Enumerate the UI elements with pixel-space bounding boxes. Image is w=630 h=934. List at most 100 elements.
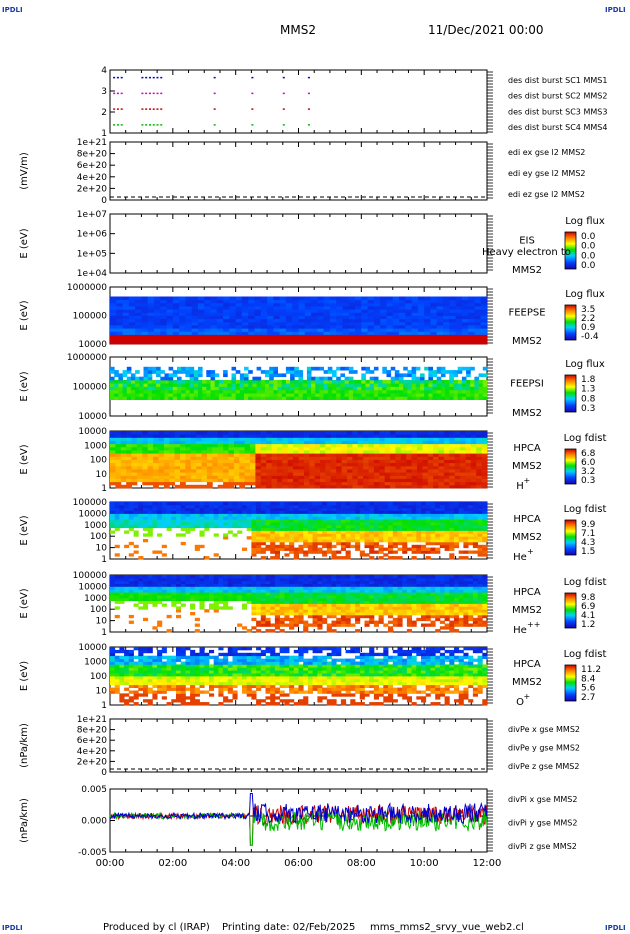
heatmap-cell <box>425 527 431 531</box>
heatmap-cell <box>201 450 208 454</box>
heatmap-cell <box>120 443 127 448</box>
heatmap-cell <box>284 547 290 551</box>
heatmap-cell <box>449 456 456 460</box>
heatmap-cell <box>400 462 407 467</box>
heatmap-cell <box>282 440 289 445</box>
heatmap-cell <box>463 533 469 537</box>
heatmap-cell <box>260 507 266 511</box>
heatmap-cell <box>128 328 136 332</box>
heatmap-cell <box>204 309 211 313</box>
y-tick-label: 1000000 <box>67 353 107 363</box>
heatmap-cell <box>289 504 295 509</box>
heatmap-cell <box>378 522 384 526</box>
heatmap-cell <box>293 450 299 454</box>
heatmap-cell <box>307 547 313 551</box>
heatmap-cell <box>270 556 276 560</box>
heatmap-cell <box>248 309 255 313</box>
heatmap-cell <box>244 481 251 486</box>
heatmap-cell <box>179 321 186 326</box>
heatmap-cell <box>482 550 488 554</box>
heatmap-cell <box>271 484 278 489</box>
heatmap-cell <box>411 306 419 310</box>
heatmap-cell <box>147 366 153 371</box>
burst-mark <box>145 76 148 79</box>
ylabel-eis: E (eV) <box>19 228 30 258</box>
y-tick-label: 0 <box>101 196 107 206</box>
heatmap-cell <box>174 456 181 460</box>
heatmap-cell <box>399 340 406 345</box>
heatmap-cell <box>363 450 369 454</box>
heatmap-cell <box>422 431 429 435</box>
heatmap-cell <box>189 370 195 374</box>
heatmap-cell <box>304 306 312 310</box>
heatmap-cell <box>477 530 483 534</box>
heatmap-cell <box>411 440 418 445</box>
heatmap-cell <box>415 396 421 400</box>
heatmap-cell <box>369 386 375 391</box>
heatmap-cell <box>233 465 240 470</box>
heatmap-cell <box>292 340 299 345</box>
heatmap-cell <box>422 446 429 451</box>
heatmap-cell <box>216 328 224 332</box>
heatmap-cell <box>223 504 229 509</box>
heatmap-cell <box>223 373 228 378</box>
heatmap-cell <box>265 519 271 523</box>
heatmap-cell <box>477 536 483 540</box>
heatmap-cell <box>209 507 215 511</box>
heatmap-cell <box>293 465 299 470</box>
heatmap-cell <box>336 302 343 307</box>
heatmap-cell <box>406 446 412 451</box>
heatmap-cell <box>190 453 197 457</box>
heatmap-cell <box>128 309 136 313</box>
heatmap-cell <box>198 312 205 316</box>
heatmap-cell <box>390 379 396 384</box>
heatmap-cell <box>427 440 434 445</box>
heatmap-cell <box>395 440 402 445</box>
heatmap-cell <box>235 389 241 394</box>
heatmap-cell <box>293 533 299 537</box>
heatmap-cell <box>260 516 266 520</box>
heatmap-cell <box>424 302 431 307</box>
heatmap-cell <box>465 465 472 470</box>
heatmap-cell <box>298 328 306 332</box>
heatmap-cell <box>454 459 461 464</box>
heatmap-cell <box>180 603 186 607</box>
heatmap-cell <box>460 431 466 435</box>
heatmap-cell <box>128 586 134 590</box>
heatmap-cell <box>340 366 345 371</box>
burst-mark <box>213 124 216 126</box>
heatmap-cell <box>201 434 208 438</box>
heatmap-cell <box>119 575 125 579</box>
heatmap-cell <box>126 386 132 391</box>
heatmap-cell <box>355 321 362 326</box>
heatmap-cell <box>298 450 305 454</box>
heatmap-cell <box>179 302 186 307</box>
heatmap-cell <box>246 527 252 531</box>
heatmap-cell <box>474 337 482 342</box>
heatmap-cell <box>329 337 337 342</box>
heatmap-cell <box>344 393 350 397</box>
heatmap-cell <box>397 536 403 540</box>
heatmap-cell <box>228 456 235 460</box>
heatmap-cell <box>411 484 418 489</box>
heatmap-cell <box>341 465 348 470</box>
heatmap-cell <box>241 337 249 342</box>
heatmap-cell <box>474 393 479 397</box>
heatmap-cell <box>368 469 375 473</box>
heatmap-cell <box>373 456 380 460</box>
heatmap-cell <box>293 513 299 517</box>
heatmap-cell <box>331 536 337 540</box>
heatmap-cell <box>206 469 213 473</box>
heatmap-cell <box>199 519 205 523</box>
heatmap-cell <box>138 524 144 529</box>
heatmap-cell <box>357 472 364 476</box>
heatmap-cell <box>336 396 341 400</box>
heatmap-cell <box>126 389 132 394</box>
heatmap-cell <box>204 334 211 339</box>
heatmap-cell <box>154 321 161 326</box>
heatmap-cell <box>399 379 404 384</box>
heatmap-cell <box>201 456 208 460</box>
heatmap-cell <box>444 507 450 511</box>
heatmap-cell <box>309 431 316 435</box>
heatmap-cell <box>135 328 142 332</box>
